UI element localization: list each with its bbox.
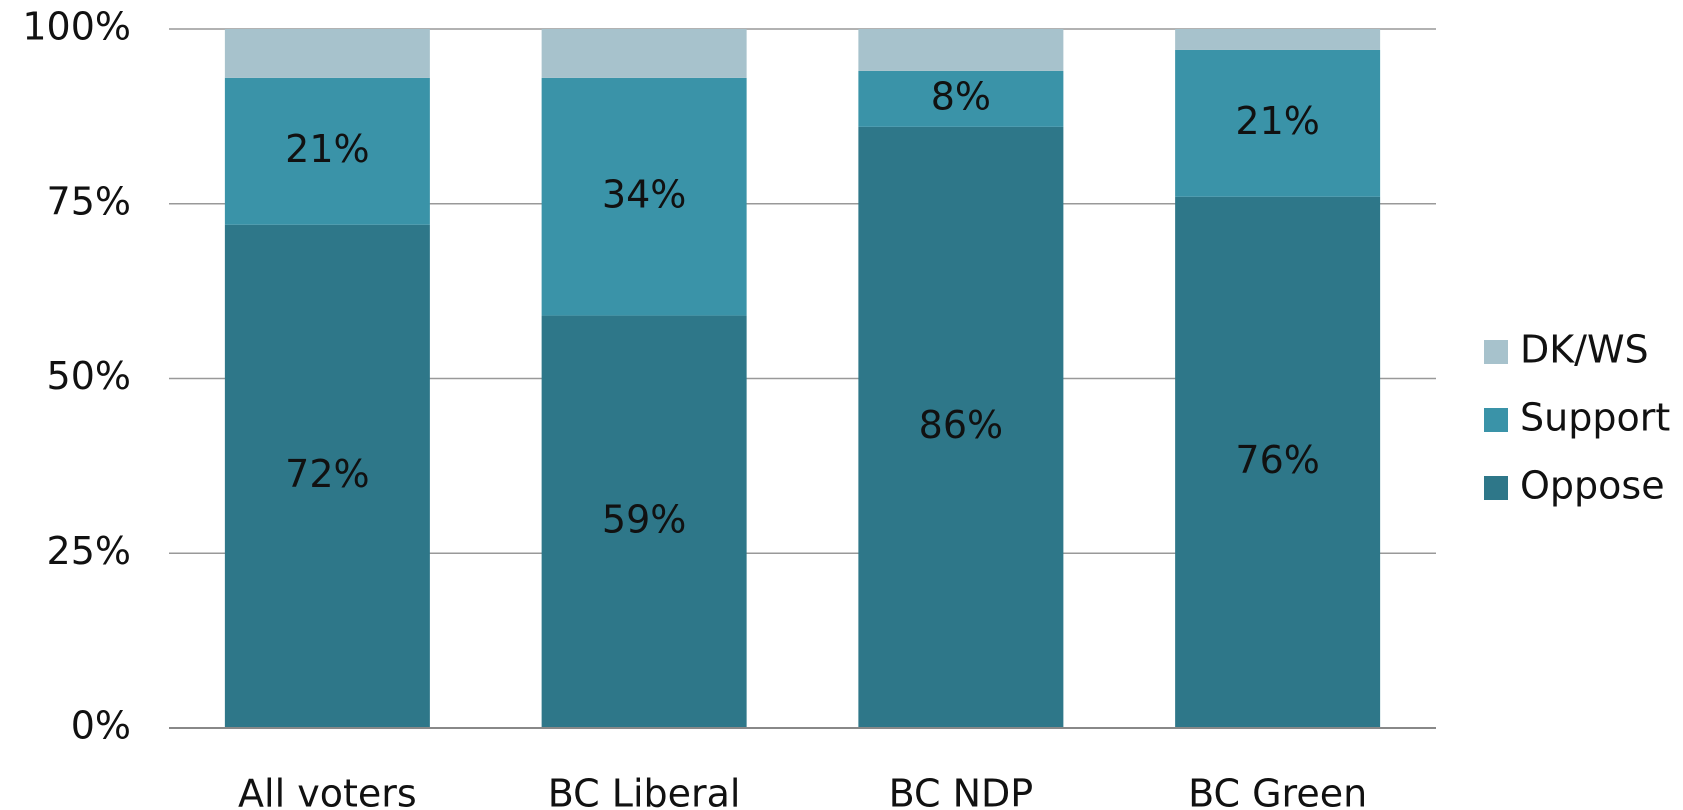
data-label: 59% — [602, 497, 686, 541]
y-tick-label: 100% — [22, 5, 131, 49]
legend-label: Support — [1520, 396, 1670, 440]
y-tick-label: 25% — [47, 529, 131, 573]
x-tick-label: BC Liberal — [548, 772, 741, 810]
bar-segment — [541, 29, 747, 78]
legend-swatch — [1484, 476, 1508, 500]
y-tick-label: 75% — [47, 179, 131, 223]
bar-segment — [1175, 49, 1381, 197]
bar-segment — [1175, 29, 1381, 50]
data-label: 21% — [285, 127, 369, 171]
bar-segment — [858, 29, 1064, 71]
x-tick-label: BC NDP — [889, 772, 1034, 810]
x-tick-label: BC Green — [1188, 772, 1367, 810]
data-label: 86% — [919, 403, 1003, 447]
bar-segment — [541, 315, 747, 728]
data-label: 21% — [1235, 99, 1319, 143]
bar-segment — [858, 70, 1064, 127]
bar-segment — [224, 224, 430, 728]
legend-label: DK/WS — [1520, 328, 1649, 372]
data-label: 34% — [602, 172, 686, 216]
data-label: 76% — [1235, 438, 1319, 482]
data-label: 8% — [931, 74, 991, 118]
legend-swatch — [1484, 408, 1508, 432]
bar-segment — [541, 77, 747, 316]
legend-label: Oppose — [1520, 464, 1665, 508]
legend-swatch — [1484, 340, 1508, 364]
y-tick-label: 0% — [71, 704, 131, 748]
data-label: 72% — [285, 452, 369, 496]
bar-segment — [858, 126, 1064, 729]
bar-segment — [224, 29, 430, 78]
bar-segment — [1175, 196, 1381, 728]
x-tick-label: All voters — [238, 772, 417, 810]
y-tick-label: 50% — [47, 354, 131, 398]
bar-segment — [224, 77, 430, 225]
